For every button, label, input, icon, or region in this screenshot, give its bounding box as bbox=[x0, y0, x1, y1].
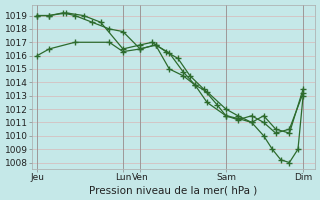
X-axis label: Pression niveau de la mer( hPa ): Pression niveau de la mer( hPa ) bbox=[90, 185, 258, 195]
